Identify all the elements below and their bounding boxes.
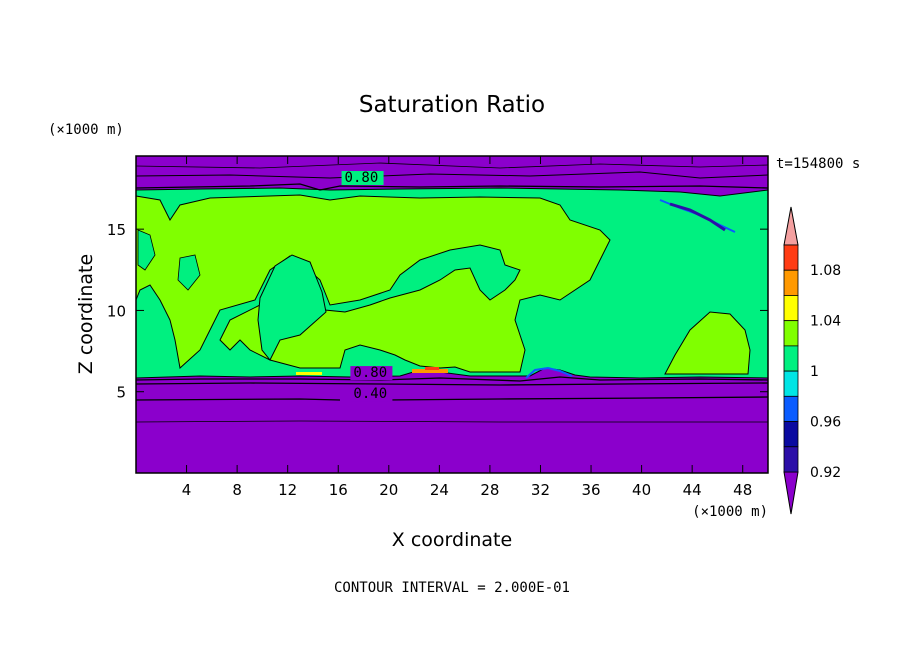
x-axis-label: X coordinate bbox=[392, 529, 512, 551]
saturation-streak-left bbox=[296, 372, 322, 375]
colorbar-upper-arrow bbox=[783, 206, 799, 246]
high-saturation-streak bbox=[412, 369, 448, 373]
contour-label-background bbox=[350, 387, 393, 402]
chart-title: Saturation Ratio bbox=[359, 92, 545, 118]
x-tick-label: 44 bbox=[683, 481, 702, 499]
y-tick-label: 15 bbox=[107, 221, 126, 239]
colorbar-swatch bbox=[783, 244, 799, 271]
colorbar-label: 1.08 bbox=[810, 263, 841, 279]
colorbar-swatch bbox=[783, 295, 799, 322]
contour-label: 0.40 bbox=[353, 386, 387, 402]
contour-line-upper-2 bbox=[136, 171, 768, 179]
contour-line-080-upper bbox=[136, 183, 768, 191]
contour-label-background bbox=[341, 171, 384, 186]
moist-patch-center bbox=[257, 254, 327, 361]
x-unit-label: (×1000 m) bbox=[692, 504, 768, 520]
contour-line-020 bbox=[136, 420, 768, 423]
contour-label: 0.80 bbox=[345, 170, 379, 186]
colorbar-swatch bbox=[783, 395, 799, 422]
contour-label-background bbox=[350, 366, 393, 381]
colorbar-label: 1 bbox=[810, 364, 819, 380]
x-tick-label: 8 bbox=[232, 481, 242, 499]
contour-labels: 0.80 0.80 0.40 bbox=[341, 170, 393, 402]
colorbar: 1.08 1.04 1 0.96 0.92 bbox=[783, 206, 841, 515]
x-tick-label: 48 bbox=[733, 481, 752, 499]
left-edge-speckles bbox=[137, 229, 201, 291]
colorbar-swatch bbox=[783, 269, 799, 296]
y-tick-label: 10 bbox=[107, 302, 126, 320]
x-tick-label: 40 bbox=[632, 481, 651, 499]
x-tick-label: 12 bbox=[278, 481, 297, 499]
y-unit-label: (×1000 m) bbox=[48, 122, 124, 138]
x-tick-label: 24 bbox=[430, 481, 449, 499]
contour-line-040 bbox=[136, 396, 768, 401]
colorbar-swatch bbox=[783, 345, 799, 372]
contour-label: 0.80 bbox=[353, 365, 387, 381]
upper-purple-fringe bbox=[669, 202, 726, 232]
boundary-blue-fringe bbox=[525, 366, 573, 379]
colorbar-swatch bbox=[783, 370, 799, 397]
peak-saturation-streak bbox=[425, 367, 439, 370]
x-tick-label: 4 bbox=[182, 481, 192, 499]
contour-line-080-lower bbox=[136, 376, 768, 382]
y-axis-label: Z coordinate bbox=[75, 254, 97, 374]
colorbar-swatch bbox=[783, 320, 799, 347]
supersaturated-blob-right bbox=[664, 311, 751, 375]
time-label: t=154800 s bbox=[776, 156, 860, 172]
x-axis-ticks: 4 8 12 16 20 24 28 32 36 40 44 48 bbox=[182, 156, 752, 499]
y-tick-label: 5 bbox=[116, 384, 126, 402]
contour-interval-footer: CONTOUR INTERVAL = 2.000E-01 bbox=[334, 580, 570, 596]
colorbar-swatch bbox=[783, 446, 799, 473]
colorbar-label: 0.96 bbox=[810, 415, 841, 431]
x-tick-label: 20 bbox=[379, 481, 398, 499]
x-tick-label: 36 bbox=[581, 481, 600, 499]
y-axis-ticks: 5 10 15 bbox=[107, 221, 768, 402]
colorbar-label: 0.92 bbox=[810, 465, 841, 481]
contour-line-060 bbox=[136, 382, 768, 386]
contour-line-upper-3 bbox=[136, 162, 768, 169]
plot-frame bbox=[135, 155, 769, 474]
x-tick-label: 28 bbox=[480, 481, 499, 499]
colorbar-swatch bbox=[783, 421, 799, 448]
heatmap-field bbox=[136, 156, 768, 473]
x-tick-label: 32 bbox=[531, 481, 550, 499]
colorbar-label: 1.04 bbox=[810, 314, 841, 330]
colorbar-lower-arrow bbox=[783, 471, 799, 515]
x-tick-label: 16 bbox=[329, 481, 348, 499]
